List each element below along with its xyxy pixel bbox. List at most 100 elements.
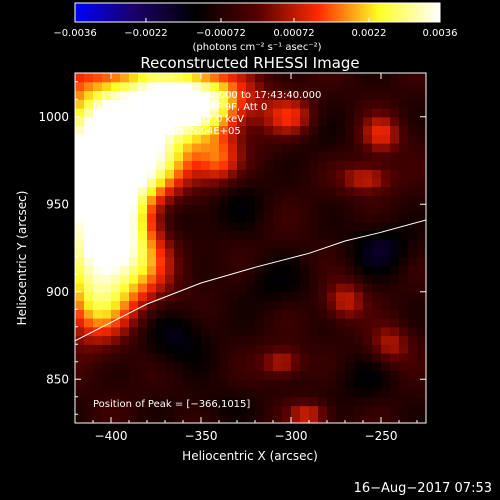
- heatmap-cell: [309, 274, 319, 284]
- heatmap-cell: [102, 318, 112, 328]
- heatmap-cell: [363, 361, 373, 372]
- heatmap-cell: [228, 379, 238, 389]
- heatmap-cell: [345, 291, 355, 302]
- heatmap-cell: [372, 125, 382, 135]
- heatmap-cell: [318, 344, 328, 354]
- heatmap-cell: [309, 309, 319, 319]
- heatmap-cell: [165, 134, 175, 144]
- heatmap-cell: [147, 248, 157, 258]
- heatmap-cell: [255, 239, 265, 249]
- heatmap-cell: [84, 204, 94, 214]
- heatmap-cell: [309, 300, 319, 310]
- heatmap-cell: [75, 204, 85, 214]
- heatmap-cell: [381, 151, 391, 162]
- heatmap-cell: [120, 116, 130, 127]
- heatmap-cell: [417, 116, 426, 127]
- heatmap-cell: [345, 81, 355, 92]
- heatmap-cell: [174, 81, 184, 92]
- heatmap-cell: [84, 221, 94, 232]
- heatmap-cell: [156, 90, 166, 100]
- heatmap-cell: [399, 283, 409, 293]
- heatmap-cell: [165, 370, 175, 380]
- heatmap-cell: [219, 283, 229, 293]
- heatmap-cell: [318, 73, 328, 83]
- heatmap-cell: [84, 239, 94, 249]
- heatmap-cell: [219, 134, 229, 144]
- heatmap-cell: [120, 353, 130, 363]
- heatmap-cell: [156, 361, 166, 372]
- heatmap-cell: [309, 396, 319, 407]
- heatmap-cell: [282, 361, 292, 372]
- heatmap-cell: [399, 73, 409, 83]
- heatmap-cell: [201, 186, 211, 197]
- heatmap-cell: [390, 344, 400, 354]
- heatmap-cell: [156, 388, 166, 398]
- heatmap-cell: [354, 116, 364, 127]
- heatmap-cell: [174, 186, 184, 197]
- heatmap-cell: [336, 274, 346, 284]
- heatmap-cell: [273, 265, 283, 275]
- heatmap-cell: [174, 318, 184, 328]
- heatmap-cell: [399, 143, 409, 153]
- heatmap-cell: [408, 344, 418, 354]
- heatmap-cell: [84, 213, 94, 223]
- heatmap-cell: [120, 256, 130, 267]
- heatmap-cell: [147, 239, 157, 249]
- heatmap-cell: [363, 309, 373, 319]
- heatmap-cell: [129, 204, 139, 214]
- heatmap-cell: [102, 169, 112, 179]
- heatmap-cell: [408, 151, 418, 162]
- heatmap-cell: [390, 291, 400, 302]
- heatmap-cell: [255, 90, 265, 100]
- heatmap-cell: [102, 256, 112, 267]
- heatmap-cell: [318, 81, 328, 92]
- heatmap-cell: [273, 291, 283, 302]
- heatmap-cell: [120, 230, 130, 240]
- heatmap-cell: [264, 318, 274, 328]
- heatmap-cell: [183, 230, 193, 240]
- heatmap-cell: [210, 265, 220, 275]
- heatmap-cell: [318, 379, 328, 389]
- heatmap-cell: [408, 265, 418, 275]
- heatmap-cell: [417, 344, 426, 354]
- heatmap-cell: [111, 221, 121, 232]
- heatmap-cell: [390, 283, 400, 293]
- heatmap-cell: [84, 195, 94, 205]
- heatmap-cell: [129, 116, 139, 127]
- heatmap-cell: [336, 405, 346, 415]
- heatmap-cell: [399, 134, 409, 144]
- heatmap-cell: [93, 221, 103, 232]
- heatmap-cell: [174, 204, 184, 214]
- heatmap-cell: [399, 274, 409, 284]
- heatmap-cell: [255, 318, 265, 328]
- heatmap-cell: [183, 309, 193, 319]
- heatmap-cell: [372, 326, 382, 337]
- heatmap-cell: [345, 344, 355, 354]
- heatmap-cell: [93, 204, 103, 214]
- heatmap-cell: [156, 370, 166, 380]
- heatmap-cell: [282, 204, 292, 214]
- heatmap-cell: [102, 291, 112, 302]
- heatmap-cell: [309, 414, 319, 423]
- heatmap-cell: [138, 291, 148, 302]
- heatmap-cell: [417, 221, 426, 232]
- heatmap-cell: [84, 186, 94, 197]
- heatmap-cell: [264, 370, 274, 380]
- heatmap-cell: [417, 379, 426, 389]
- heatmap-cell: [111, 353, 121, 363]
- heatmap-cell: [390, 414, 400, 423]
- heatmap-cell: [399, 335, 409, 345]
- heatmap-cell: [372, 265, 382, 275]
- heatmap-cell: [147, 116, 157, 127]
- heatmap-cell: [93, 143, 103, 153]
- heatmap-cell: [390, 335, 400, 345]
- heatmap-cell: [300, 405, 310, 415]
- heatmap-cell: [246, 344, 256, 354]
- heatmap-cell: [93, 230, 103, 240]
- heatmap-cell: [84, 90, 94, 100]
- heatmap-cell: [156, 405, 166, 415]
- heatmap-cell: [192, 73, 202, 83]
- heatmap-cell: [372, 186, 382, 197]
- heatmap-cell: [381, 239, 391, 249]
- heatmap-cell: [102, 396, 112, 407]
